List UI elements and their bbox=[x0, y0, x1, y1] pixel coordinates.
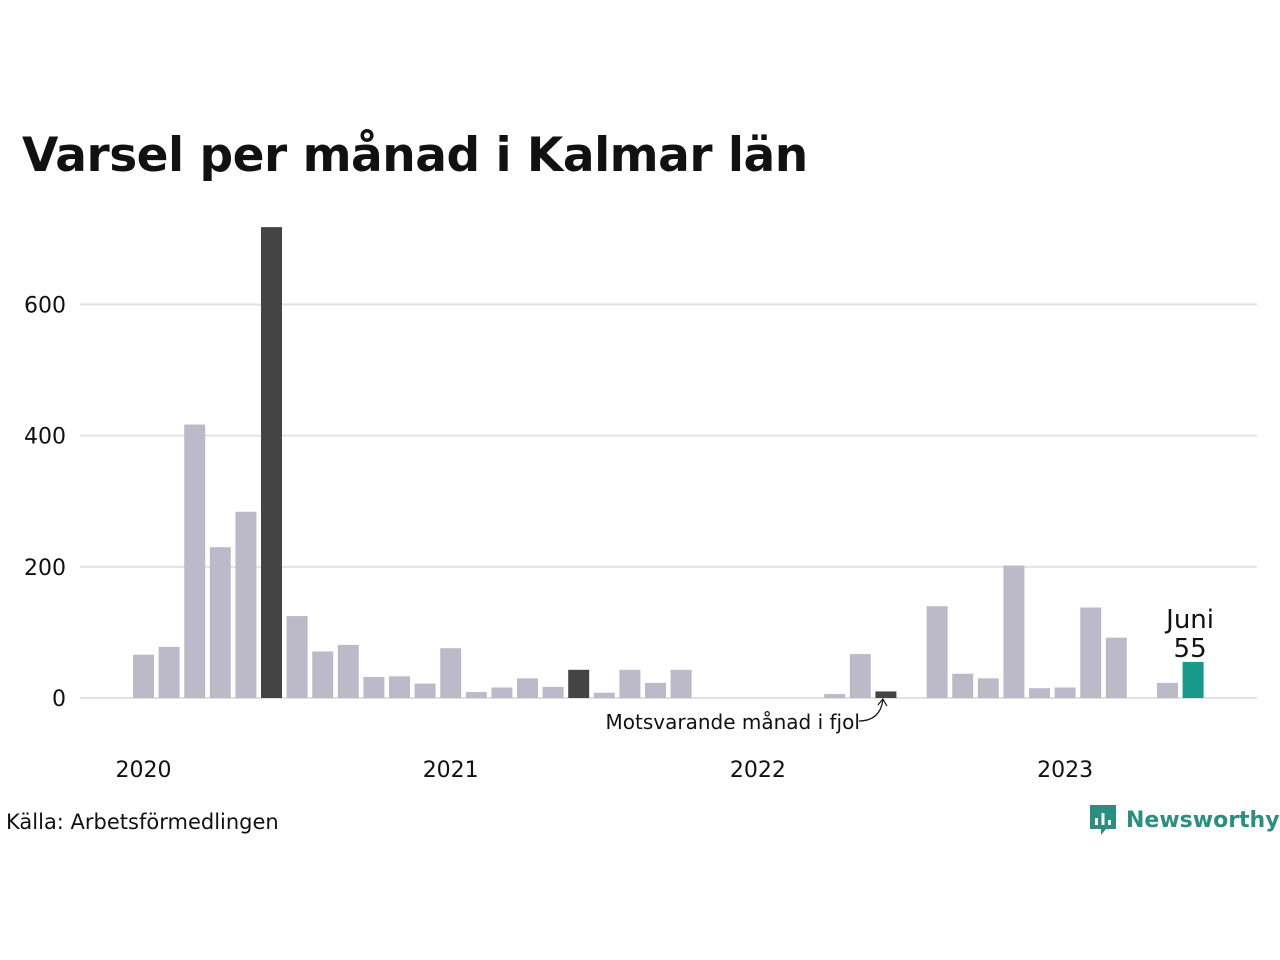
brand-logo: Newsworthy bbox=[1088, 803, 1280, 837]
bar-2021-10 bbox=[670, 669, 692, 698]
bar-2020-07 bbox=[286, 616, 308, 698]
x-year-label: 2021 bbox=[423, 758, 479, 783]
bar-2021-05 bbox=[542, 686, 564, 698]
bar-2020-06 bbox=[261, 227, 282, 698]
bar-2021-09 bbox=[645, 682, 666, 698]
y-tick-label: 0 bbox=[52, 687, 66, 712]
y-tick-label: 600 bbox=[24, 294, 66, 319]
bar-2021-01 bbox=[440, 648, 462, 698]
current-month-label: Juni bbox=[1164, 605, 1214, 635]
newsworthy-logo-icon bbox=[1090, 805, 1116, 835]
bar-2022-09 bbox=[952, 673, 974, 698]
bar-2020-10 bbox=[363, 677, 385, 698]
bar-2020-11 bbox=[389, 676, 410, 698]
bar-2020-12 bbox=[414, 683, 436, 698]
source-note: Källa: Arbetsförmedlingen bbox=[6, 810, 279, 834]
bar-2021-02 bbox=[465, 692, 487, 698]
bar-2022-12 bbox=[1029, 688, 1050, 698]
same-month-arrow-head bbox=[877, 697, 888, 707]
y-tick-label: 400 bbox=[24, 425, 66, 450]
bar-2020-04 bbox=[209, 547, 231, 698]
bar-2020-08 bbox=[312, 651, 334, 698]
y-tick-label: 200 bbox=[24, 556, 66, 581]
chart-title: Varsel per månad i Kalmar län bbox=[22, 128, 808, 183]
bar-2021-06 bbox=[568, 669, 590, 698]
bar-2023-02 bbox=[1080, 607, 1102, 698]
bar-2023-01 bbox=[1054, 687, 1076, 698]
bar-2021-03 bbox=[491, 687, 513, 698]
y-axis-tick-labels: 0 200 400 600 bbox=[24, 294, 66, 712]
bar-2023-05 bbox=[1157, 682, 1178, 698]
bar-2020-09 bbox=[337, 644, 359, 698]
bar-2020-05 bbox=[235, 511, 257, 698]
bar-2022-05 bbox=[849, 654, 871, 698]
x-year-label: 2020 bbox=[116, 758, 172, 783]
bar-2020-03 bbox=[184, 424, 206, 698]
x-year-label: 2023 bbox=[1037, 758, 1093, 783]
current-month-value: 55 bbox=[1174, 634, 1207, 664]
bar-2020-01 bbox=[133, 654, 154, 698]
bar-2022-10 bbox=[977, 678, 999, 698]
x-axis-year-labels: 2020 2021 2022 2023 bbox=[116, 758, 1094, 783]
bar-2022-04 bbox=[824, 694, 846, 698]
bar-2022-06 bbox=[875, 691, 897, 698]
bar-2020-02 bbox=[158, 646, 180, 698]
bar-2022-11 bbox=[1003, 565, 1025, 698]
bar-2022-08 bbox=[926, 606, 948, 698]
bar-2021-04 bbox=[517, 678, 538, 698]
annotations: Juni 55 Motsvarande månad i fjol bbox=[606, 605, 1215, 734]
brand-name: Newsworthy bbox=[1126, 807, 1280, 833]
bar-2023-06 bbox=[1182, 661, 1204, 698]
bar-2021-07 bbox=[593, 692, 615, 698]
same-month-last-year-label: Motsvarande månad i fjol bbox=[606, 710, 860, 734]
same-month-arrow bbox=[858, 699, 884, 722]
x-year-label: 2022 bbox=[730, 758, 786, 783]
bar-2021-08 bbox=[619, 669, 641, 698]
bars bbox=[133, 227, 1204, 698]
bar-2023-03 bbox=[1105, 637, 1127, 698]
